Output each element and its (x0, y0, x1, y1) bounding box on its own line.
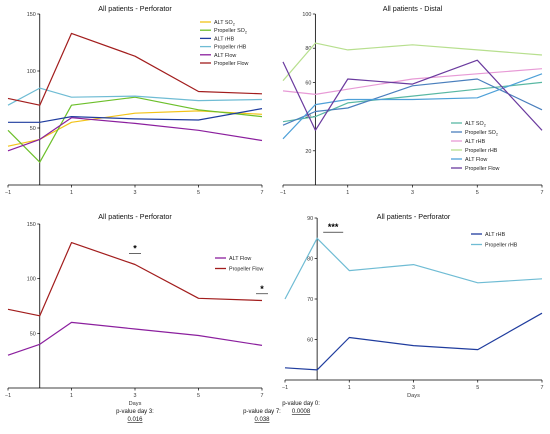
legend-label: ALT Flow (214, 53, 236, 59)
x-tick-label: 5 (476, 385, 479, 391)
y-tick-label: 60 (307, 338, 313, 344)
significance-mark: *** (328, 222, 339, 232)
legend-label: Propeller Flow (229, 267, 264, 273)
p-value-number: 0.038 (254, 417, 270, 423)
legend-label: Propeller SO2 (214, 28, 247, 35)
legend-label: ALT rHB (214, 36, 235, 42)
series-line (282, 73, 543, 140)
p-value-number: 0.016 (127, 417, 143, 423)
legend-label: ALT Flow (229, 256, 251, 262)
x-tick-label: −1 (280, 190, 286, 196)
chart-panel-perforator-flow: All patients - Perforator 50 100 150 −1 1 3 5 7 D… (0, 210, 281, 429)
x-axis-label: Days (407, 393, 420, 399)
legend-label: ALT SO2 (214, 20, 235, 27)
series-line (282, 78, 543, 126)
p-value-label: p-value day 3: (116, 409, 154, 415)
x-tick-label: 3 (134, 190, 137, 196)
series-line (7, 96, 263, 163)
chart-svg: All patients - Perforator 50 100 150 −1 1 3 5 7 A… (5, 4, 264, 196)
p-value-label: p-value day 0: (282, 401, 320, 407)
p-value-number: 0.0008 (292, 409, 311, 415)
legend-label: Propeller rHB (485, 243, 518, 249)
significance-mark: * (260, 284, 264, 294)
x-tick-label: 1 (70, 393, 73, 399)
x-tick-label: 1 (70, 190, 73, 196)
chart-panel-perforator-all: All patients - Perforator 50 100 150 −1 1 3 5 7 A… (0, 0, 275, 210)
y-tick-label: 80 (305, 46, 311, 52)
p-value-label: p-value day 7: (243, 409, 281, 415)
y-tick-label: 70 (307, 297, 313, 303)
series-line (282, 42, 543, 82)
x-tick-label: −1 (5, 190, 11, 196)
chart-title: All patients - Perforator (98, 212, 172, 221)
series-line (7, 32, 263, 106)
y-tick-label: 50 (30, 126, 36, 132)
x-tick-label: 7 (541, 385, 544, 391)
chart-svg: All patients - Perforator 50 100 150 −1 1 3 5 7 D… (5, 212, 281, 423)
series-line (282, 68, 543, 96)
series-line (7, 110, 263, 147)
x-tick-label: 1 (348, 385, 351, 391)
y-tick-label: 60 (305, 80, 311, 86)
legend-label: ALT rHB (465, 139, 486, 145)
series-line (284, 237, 543, 300)
x-tick-label: 1 (346, 190, 349, 196)
chart-title: All patients - Perforator (377, 212, 451, 221)
legend-label: Propeller rHB (214, 45, 247, 51)
chart-panel-perforator-rhb: All patients - Perforator 60 70 80 90 −1 1 3 5 7 D… (275, 210, 550, 429)
series-line (7, 321, 263, 356)
x-tick-label: 3 (134, 393, 137, 399)
legend-label: Propeller SO2 (465, 130, 498, 137)
series-line (282, 59, 543, 131)
x-tick-label: 3 (411, 190, 414, 196)
y-tick-label: 100 (27, 277, 36, 283)
legend-label: Propeller Flow (214, 61, 249, 67)
significance-mark: * (133, 243, 137, 253)
series-line (7, 241, 263, 317)
series-line (7, 117, 263, 152)
y-tick-label: 90 (307, 216, 313, 222)
legend-label: Propeller rHB (465, 148, 498, 154)
x-tick-label: 3 (412, 385, 415, 391)
chart-title: All patients - Distal (383, 4, 443, 13)
x-tick-label: −1 (282, 385, 288, 391)
x-tick-label: 5 (476, 190, 479, 196)
x-tick-label: 5 (197, 393, 200, 399)
y-tick-label: 80 (307, 257, 313, 263)
y-tick-label: 150 (27, 222, 36, 228)
series-line (284, 312, 543, 371)
legend-label: ALT SO2 (465, 121, 486, 128)
y-tick-label: 20 (305, 149, 311, 155)
legend-label: ALT Flow (465, 157, 487, 163)
chart-svg: All patients - Perforator 60 70 80 90 −1 1 3 5 7 D… (282, 212, 544, 415)
legend-label: Propeller Flow (465, 166, 500, 172)
legend-label: ALT rHB (485, 232, 506, 238)
chart-panel-distal-all: All patients - Distal 20 40 60 80 100 −1 1 3 5 7 AL… (275, 0, 550, 210)
chart-title: All patients - Perforator (98, 4, 172, 13)
x-tick-label: 7 (541, 190, 544, 196)
series-line (8, 108, 263, 123)
x-tick-label: 7 (261, 393, 264, 399)
x-axis-label: Days (129, 401, 142, 407)
x-tick-label: −1 (5, 393, 11, 399)
y-tick-label: 150 (27, 12, 36, 18)
y-tick-label: 100 (27, 69, 36, 75)
series-line (7, 87, 263, 106)
x-tick-label: 7 (261, 190, 264, 196)
x-tick-label: 5 (197, 190, 200, 196)
y-tick-label: 100 (302, 12, 311, 18)
y-tick-label: 50 (30, 331, 36, 337)
